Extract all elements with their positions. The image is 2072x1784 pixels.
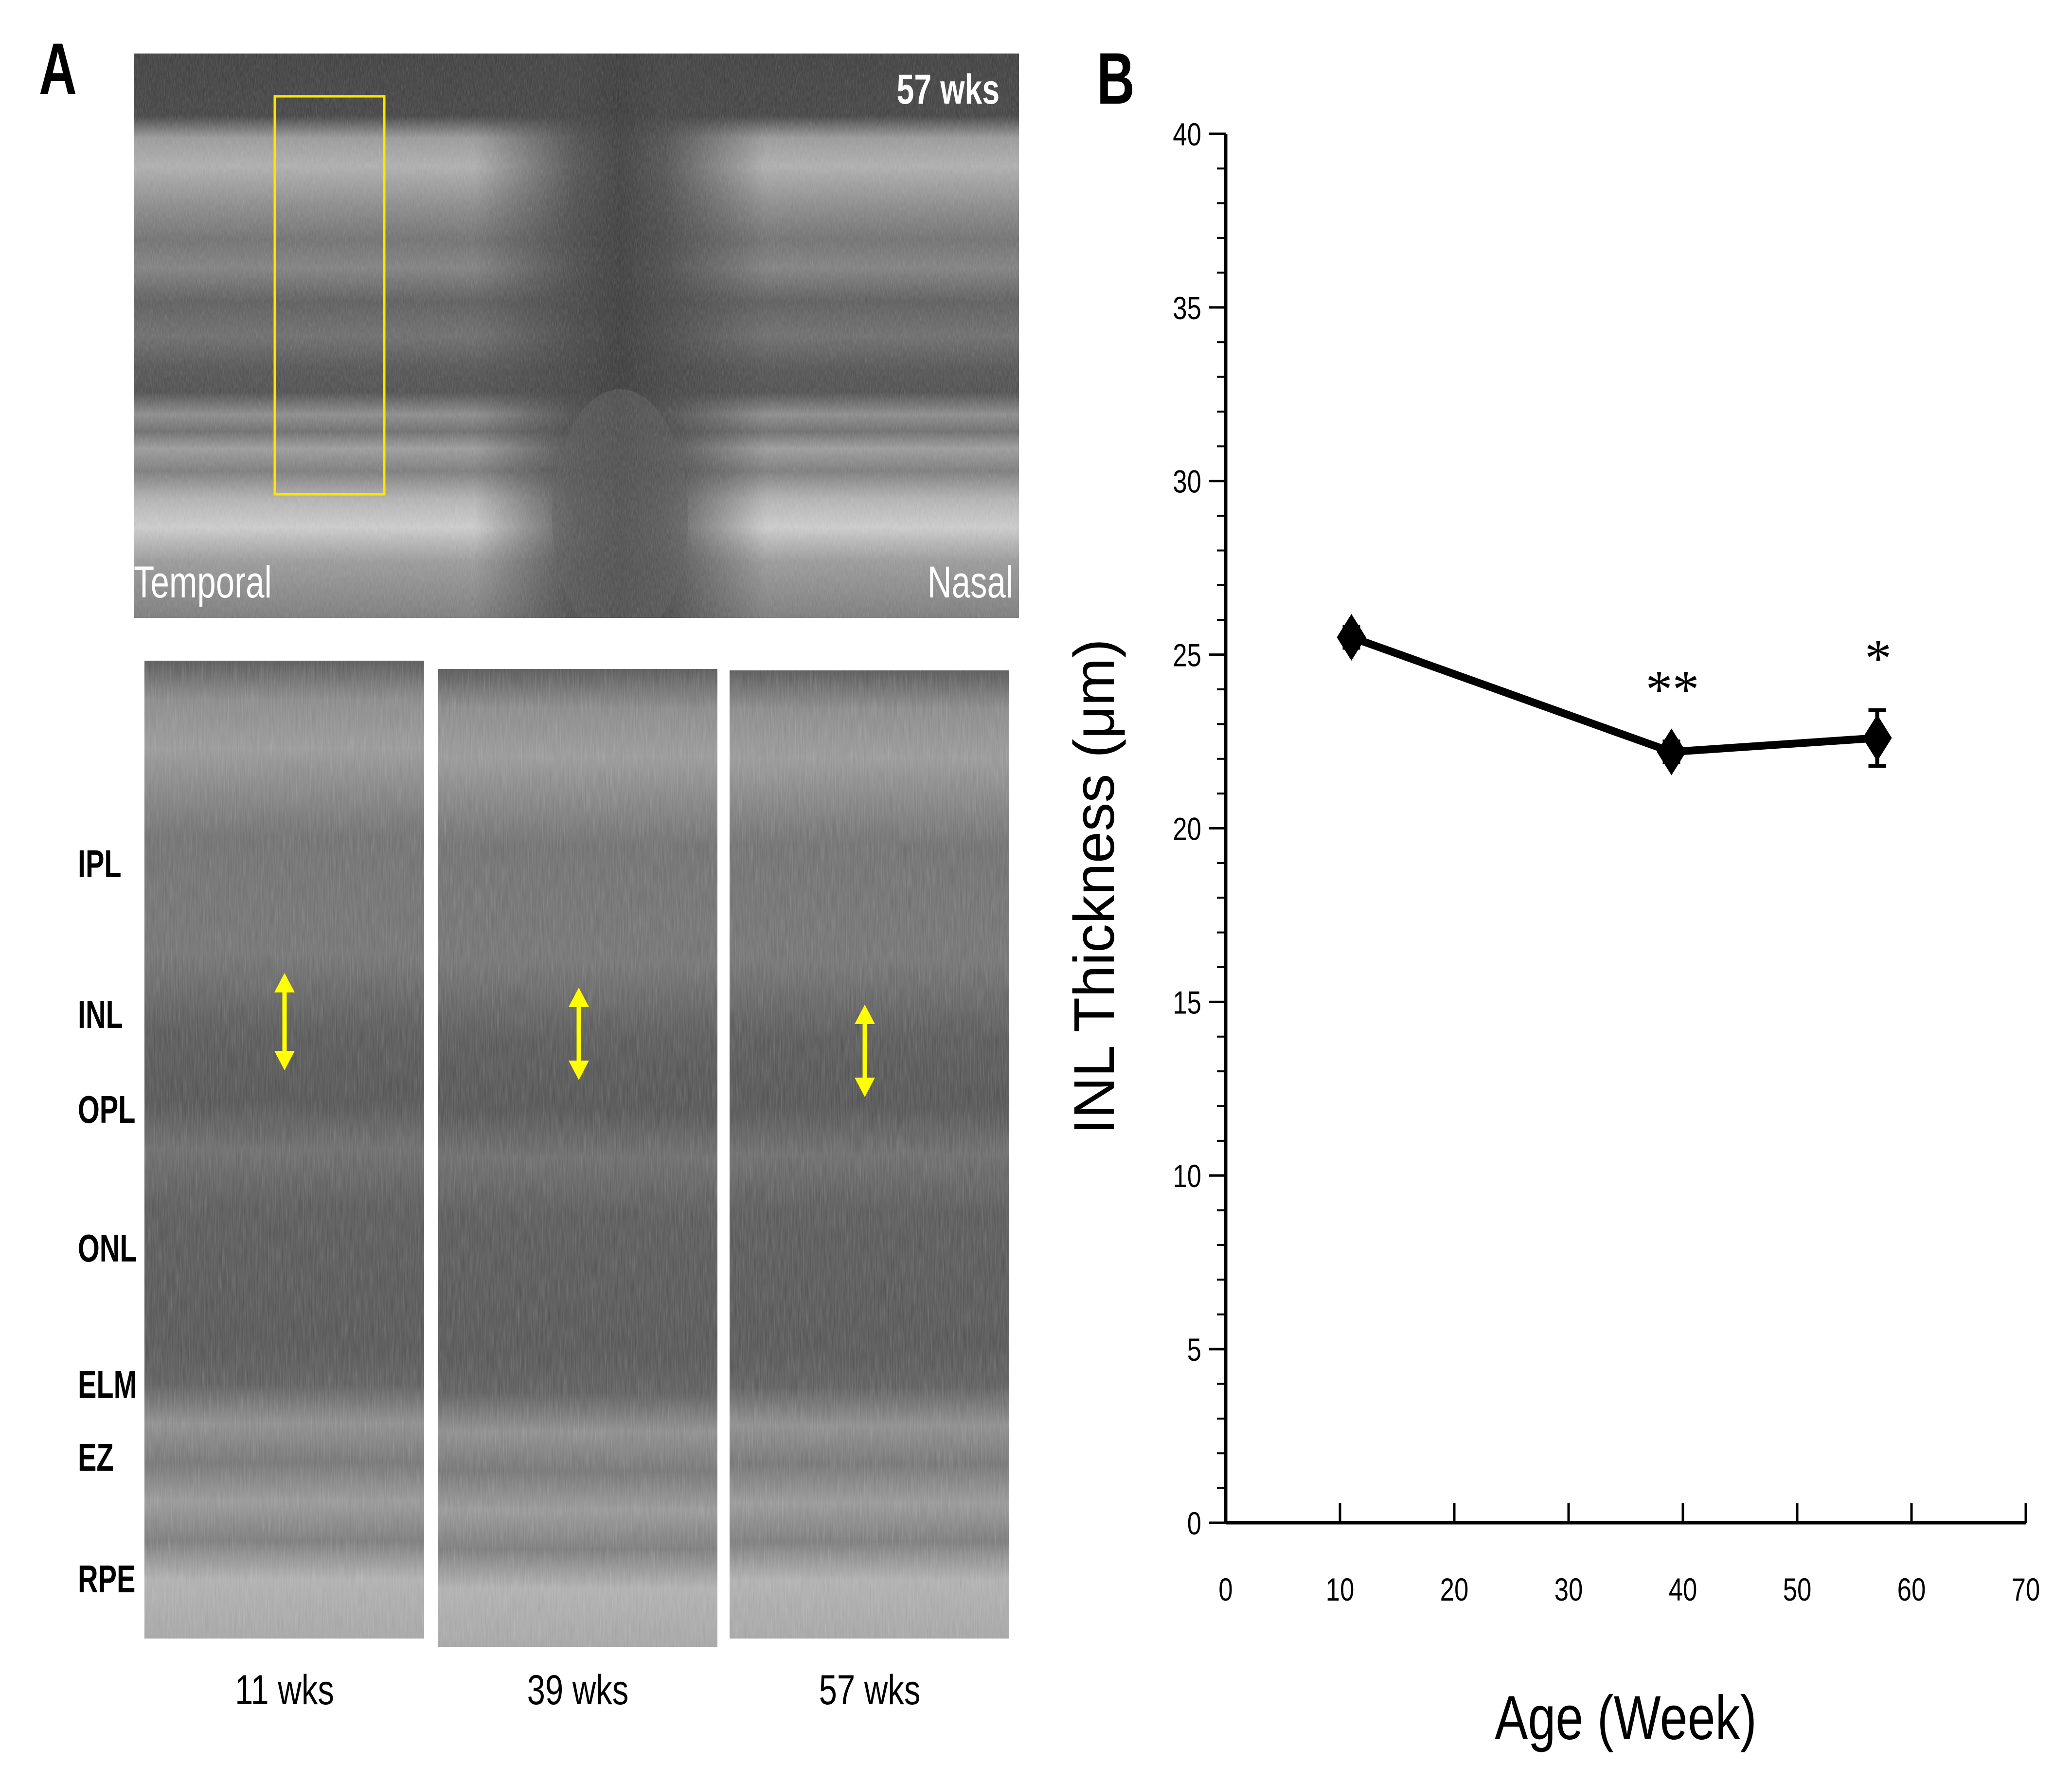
inl-arrow-57wks	[855, 1005, 875, 1097]
layer-label-ez: EZ	[78, 1436, 114, 1479]
series-line	[1350, 633, 1878, 756]
layer-label-onl: ONL	[78, 1226, 137, 1270]
overview-timepoint-label: 57 wks	[896, 66, 1000, 113]
significance-marker: **	[1646, 660, 1699, 719]
y-axis-label: INL Thickness (μm)	[1062, 639, 1126, 1135]
y-tick-label: 40	[1173, 116, 1201, 152]
crop-scan-57wks	[730, 670, 1009, 1639]
y-tick-label: 15	[1173, 985, 1201, 1021]
layer-label-elm: ELM	[78, 1363, 137, 1406]
y-tick-label: 10	[1173, 1158, 1201, 1194]
inl-arrow-39wks	[569, 988, 589, 1080]
crop-scan-39wks	[438, 669, 717, 1647]
crop-age-label-39wks: 39 wks	[527, 1667, 629, 1713]
crop-age-label-11wks: 11 wks	[235, 1667, 334, 1713]
crop-scan-11wks	[144, 661, 424, 1639]
y-tick-label: 20	[1173, 811, 1201, 847]
x-tick-label: 20	[1440, 1571, 1469, 1607]
overview-oct-scan: 57 wks Temporal Nasal	[134, 54, 1019, 618]
nasal-label: Nasal	[927, 558, 1013, 607]
x-tick-label: 10	[1326, 1571, 1355, 1607]
overview-scan-image	[134, 54, 1019, 618]
temporal-label: Temporal	[134, 558, 272, 607]
layer-label-inl: INL	[78, 993, 123, 1036]
data-point	[1337, 613, 1366, 661]
x-tick-label: 30	[1554, 1571, 1583, 1607]
y-tick-label: 35	[1173, 290, 1201, 326]
layer-label-opl: OPL	[78, 1088, 136, 1131]
y-tick-label: 25	[1173, 637, 1201, 673]
panel-b-letter: B	[1097, 37, 1135, 119]
data-point	[1862, 714, 1892, 761]
x-tick-label: 0	[1218, 1571, 1232, 1607]
roi-box	[273, 95, 386, 496]
inl-arrow-11wks	[274, 973, 295, 1070]
y-tick-label: 30	[1173, 464, 1201, 500]
layer-label-ipl: IPL	[78, 842, 122, 885]
x-tick-label: 50	[1783, 1571, 1812, 1607]
panel-a-letter: A	[39, 28, 77, 109]
layer-label-rpe: RPE	[78, 1557, 136, 1601]
y-tick-label: 5	[1187, 1332, 1201, 1368]
x-tick-label: 70	[2012, 1571, 2040, 1607]
significance-marker: *	[1865, 629, 1892, 688]
crop-age-label-57wks: 57 wks	[819, 1667, 921, 1713]
x-tick-label: 60	[1897, 1571, 1926, 1607]
y-tick-label: 0	[1187, 1505, 1201, 1541]
x-tick-label: 40	[1669, 1571, 1697, 1607]
x-axis-label: Age (Week)	[1495, 1683, 1757, 1753]
data-point	[1657, 728, 1686, 775]
